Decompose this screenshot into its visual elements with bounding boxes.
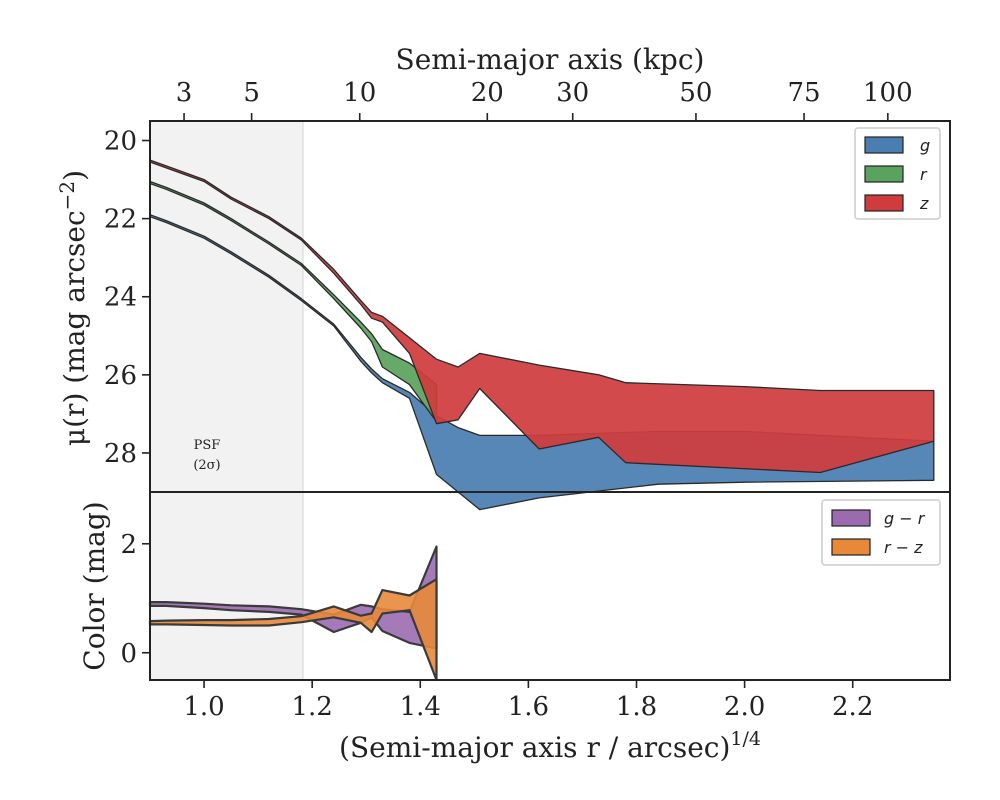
legend-label-r: r [920, 165, 928, 184]
top-axis-tick-label: 75 [788, 78, 821, 108]
x-tick-label: 1.6 [508, 692, 549, 722]
legend-swatch-z [864, 194, 904, 212]
x-tick-label: 2.2 [832, 692, 873, 722]
psf-region [150, 121, 303, 492]
bottom-axis-title-exponent: 1/4 [730, 728, 761, 750]
top-axis-tick-label: 20 [471, 78, 504, 108]
psf-region-bottom [150, 492, 303, 680]
x-tick-label: 1.4 [400, 692, 441, 722]
top-panel-y-axis-title: μ(r) (mag arcsec−2) [55, 170, 91, 446]
top-axis-tick-label: 10 [343, 78, 376, 108]
top-axis-tick-label: 30 [556, 78, 589, 108]
top-panel-ticks: 20 22 24 26 28 3 5 10 20 30 50 75 100 [104, 78, 913, 469]
y-axis-title-exponent: −2 [55, 181, 79, 210]
psf-sigma-label: (2σ) [193, 458, 220, 473]
bottom-axis-title-main: (Semi-major axis r / arcsec) [339, 731, 730, 764]
legend-label-g-minus-r: g − r [884, 509, 926, 528]
top-axis-tick-label: 100 [863, 78, 913, 108]
top-axis-tick-label: 3 [176, 78, 193, 108]
y-tick-label: 24 [104, 283, 137, 313]
y-tick-label: 20 [104, 127, 137, 157]
bottom-axis-title: (Semi-major axis r / arcsec)1/4 [339, 728, 761, 764]
band-z [149, 159, 935, 474]
legend-swatch-r-minus-z [831, 538, 871, 556]
x-tick-label: 1.2 [291, 692, 332, 722]
y-tick-label: 22 [104, 205, 137, 235]
top-axis-tick-label: 5 [243, 78, 260, 108]
legend-label-z: z [919, 194, 929, 213]
legend-swatch-r [864, 165, 904, 183]
y-axis-title-main: μ(r) (mag arcsec [58, 210, 91, 446]
color-legend: g − r r − z [821, 499, 941, 566]
color-panel: 0 2 1.0 1.2 1.4 1.6 1.8 2.0 2.2 g − r r − z [120, 491, 951, 722]
surface-brightness-bands [149, 159, 935, 511]
legend-swatch-g-minus-r [831, 509, 871, 527]
bottom-panel-frame [149, 491, 951, 681]
surface-brightness-panel: PSF (2σ) 20 22 24 26 28 3 5 10 20 30 50 75 100 g r z [104, 78, 951, 511]
surface-brightness-legend: g r z [854, 127, 941, 220]
y-tick-label: 26 [104, 361, 137, 391]
top-axis-tick-label: 50 [679, 78, 712, 108]
y-tick-label: 28 [104, 439, 137, 469]
legend-swatch-g [864, 136, 904, 154]
y-axis-title-tail: ) [58, 170, 91, 181]
color-y-tick-label: 0 [120, 639, 137, 669]
color-y-axis-title: Color (mag) [78, 501, 111, 670]
top-axis-title: Semi-major axis (kpc) [396, 43, 705, 76]
x-tick-label: 1.8 [616, 692, 657, 722]
x-tick-label: 1.0 [183, 692, 224, 722]
x-tick-label: 2.0 [724, 692, 765, 722]
psf-label: PSF [194, 438, 221, 453]
bottom-panel-ticks: 0 2 1.0 1.2 1.4 1.6 1.8 2.0 2.2 [120, 530, 873, 722]
legend-label-g: g [920, 136, 930, 155]
color-y-tick-label: 2 [120, 530, 137, 560]
legend-label-r-minus-z: r − z [884, 538, 923, 557]
